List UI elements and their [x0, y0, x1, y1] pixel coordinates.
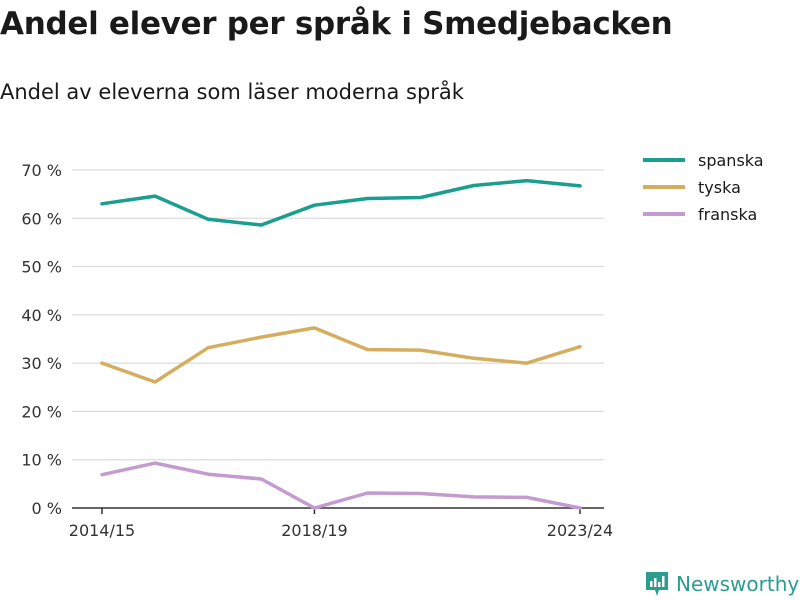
x-tick-label: 2018/19: [281, 521, 347, 540]
legend: spanska tyska franska: [643, 151, 764, 224]
chart-subtitle: Andel av eleverna som läser moderna språ…: [0, 80, 464, 104]
y-tick-label: 60 %: [21, 209, 62, 228]
legend-label-spanska: spanska: [698, 151, 764, 170]
chart-title: Andel elever per språk i Smedjebacken: [0, 6, 673, 42]
y-tick-label: 40 %: [21, 306, 62, 325]
newsworthy-logo-icon: [646, 572, 668, 596]
y-tick-label: 70 %: [21, 161, 62, 180]
x-tick-label: 2014/15: [69, 521, 135, 540]
y-tick-label: 50 %: [21, 258, 62, 277]
brand-name: Newsworthy: [676, 572, 800, 596]
gridlines: [72, 169, 604, 461]
series-line-spanska: [100, 178, 582, 227]
x-tick-label: 2023/24: [547, 521, 613, 540]
series-lines: [100, 178, 582, 510]
y-tick-label: 10 %: [21, 451, 62, 470]
series-line-franska: [100, 461, 582, 510]
y-tick-label: 0 %: [32, 499, 62, 518]
y-tick-label: 20 %: [21, 402, 62, 421]
brand-logo: Newsworthy: [644, 570, 799, 598]
legend-label-franska: franska: [698, 205, 757, 224]
legend-label-tyska: tyska: [698, 178, 741, 197]
y-tick-label: 30 %: [21, 354, 62, 373]
series-line-tyska: [100, 326, 582, 384]
axes: 0 % 10 % 20 % 30 % 40 % 50 % 60 % 70 % 2014/15 20…: [21, 161, 613, 540]
